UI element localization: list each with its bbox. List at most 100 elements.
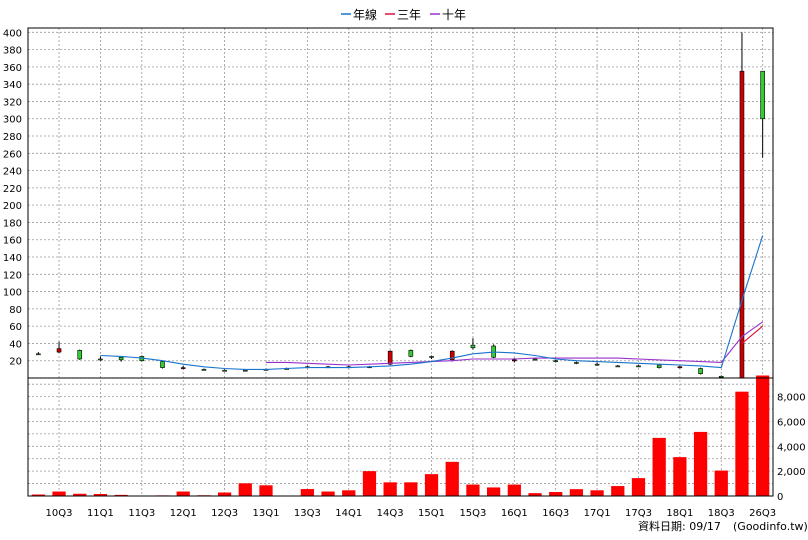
price-tick-label: 160 bbox=[3, 236, 22, 247]
candle-body bbox=[718, 375, 724, 378]
volume-bar bbox=[238, 483, 252, 496]
candle bbox=[615, 365, 621, 368]
price-tick-label: 100 bbox=[3, 288, 22, 299]
x-tick-label: 15Q3 bbox=[459, 508, 486, 519]
candle-body bbox=[180, 367, 186, 369]
candle-body bbox=[677, 366, 683, 369]
volume-bar bbox=[259, 485, 273, 496]
volume-bar bbox=[73, 493, 87, 496]
legend: 年線 三年 十年 bbox=[341, 7, 466, 22]
candle-body bbox=[408, 350, 414, 357]
volume-bar bbox=[52, 491, 66, 496]
volume-tick-label: 2,000 bbox=[777, 467, 806, 478]
candle bbox=[449, 350, 455, 362]
price-grid bbox=[28, 31, 773, 362]
price-tick-label: 80 bbox=[9, 305, 22, 316]
volume-bar bbox=[693, 431, 708, 496]
candle bbox=[387, 350, 393, 366]
price-tick-label: 200 bbox=[3, 201, 22, 212]
x-tick-label: 16Q1 bbox=[501, 508, 528, 519]
volume-bar bbox=[176, 491, 190, 496]
volume-bar bbox=[735, 391, 749, 496]
x-tick-label: 14Q3 bbox=[377, 508, 404, 519]
candle bbox=[180, 365, 186, 370]
volume-bar bbox=[611, 486, 625, 496]
candle bbox=[677, 365, 683, 369]
x-tick-label: 26Q3 bbox=[749, 508, 776, 519]
volume-bar bbox=[424, 474, 439, 496]
volume-bar bbox=[342, 490, 356, 496]
candle bbox=[160, 360, 165, 369]
candle-body bbox=[656, 364, 662, 368]
volume-bar bbox=[487, 487, 501, 496]
candle-body bbox=[739, 70, 745, 379]
candle-body bbox=[532, 358, 538, 361]
candle bbox=[594, 362, 600, 366]
volume-bar bbox=[549, 492, 563, 496]
price-tick-label: 60 bbox=[9, 322, 22, 333]
volume-tick-label: 4,000 bbox=[777, 442, 806, 453]
price-tick-label: 280 bbox=[3, 132, 22, 143]
x-tick-label: 13Q3 bbox=[294, 508, 321, 519]
candle bbox=[408, 349, 414, 358]
volume-bar bbox=[590, 490, 604, 496]
three-year-ma-line bbox=[741, 325, 764, 344]
legend-label-3yr: 三年 bbox=[397, 8, 421, 22]
volume-bar bbox=[569, 489, 584, 496]
candle-body bbox=[760, 70, 765, 120]
x-tick-label: 10Q3 bbox=[46, 508, 73, 519]
candle bbox=[222, 369, 227, 372]
candle bbox=[118, 356, 124, 362]
candle bbox=[553, 359, 559, 363]
volume-bar bbox=[93, 494, 108, 496]
price-tick-label: 240 bbox=[3, 167, 22, 178]
candle-body bbox=[470, 344, 476, 349]
volume-bar bbox=[652, 437, 666, 496]
volume-axis: 0 2,000 4,000 6,000 8,000 bbox=[777, 393, 806, 503]
x-tick-label: 17Q1 bbox=[584, 508, 611, 519]
candle-body bbox=[242, 369, 248, 372]
volume-tick-label: 8,000 bbox=[777, 393, 806, 404]
candle bbox=[429, 355, 434, 359]
volume-bar bbox=[466, 484, 480, 496]
x-tick-label: 12Q3 bbox=[211, 508, 238, 519]
candle-body bbox=[36, 353, 41, 356]
x-tick-label: 18Q3 bbox=[708, 508, 735, 519]
volume-bar bbox=[673, 457, 687, 496]
volume-bar bbox=[528, 493, 542, 496]
legend-label-10yr: 十年 bbox=[442, 8, 466, 22]
candle-body bbox=[615, 365, 621, 368]
price-tick-label: 260 bbox=[3, 149, 22, 160]
volume-bar bbox=[507, 484, 521, 496]
price-tick-label: 360 bbox=[3, 63, 22, 74]
candle-body bbox=[160, 361, 165, 368]
candle-body bbox=[553, 360, 559, 363]
volume-bar bbox=[404, 482, 418, 496]
candle bbox=[56, 341, 62, 353]
volume-bar bbox=[631, 478, 646, 496]
annual-ma-line bbox=[100, 235, 764, 370]
price-tick-label: 340 bbox=[3, 80, 22, 91]
candle bbox=[470, 338, 476, 350]
x-tick-label: 11Q1 bbox=[87, 508, 114, 519]
volume-tick-label: 6,000 bbox=[777, 417, 806, 428]
x-tick-label: 11Q3 bbox=[128, 508, 155, 519]
candle bbox=[77, 349, 83, 360]
candle-body bbox=[512, 359, 517, 362]
price-tick-label: 400 bbox=[3, 28, 22, 39]
legend-label-annual: 年線 bbox=[353, 7, 377, 22]
ten-year-ma-line bbox=[266, 321, 764, 366]
price-tick-label: 40 bbox=[9, 339, 22, 350]
price-tick-label: 180 bbox=[3, 218, 22, 229]
price-axis: 20 40 60 80 100 120 140 160 180 200 220 240 260 280 30… bbox=[3, 28, 22, 367]
x-tick-label: 13Q1 bbox=[253, 508, 280, 519]
candle-body bbox=[636, 365, 641, 368]
candle bbox=[760, 70, 765, 158]
candle-body bbox=[118, 356, 124, 361]
price-tick-label: 220 bbox=[3, 184, 22, 195]
price-tick-label: 320 bbox=[3, 97, 22, 108]
volume-tick-label: 0 bbox=[777, 492, 783, 503]
volume-bar bbox=[445, 461, 459, 496]
